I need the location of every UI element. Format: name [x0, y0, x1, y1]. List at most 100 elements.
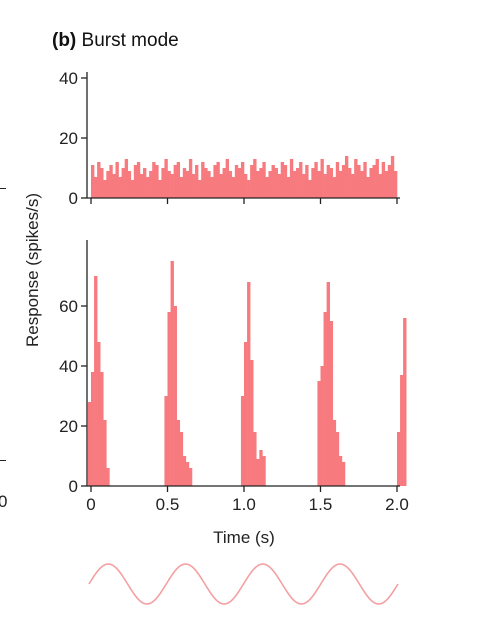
- histogram-bar: [381, 162, 386, 198]
- histogram-bar: [91, 165, 95, 198]
- histogram-bar: [351, 174, 355, 198]
- histogram-bar: [348, 168, 352, 198]
- x-axis-label: Time (s): [213, 528, 275, 547]
- histogram-bar: [100, 372, 104, 486]
- histogram-bar: [375, 159, 379, 198]
- histogram-bar: [259, 450, 263, 486]
- histogram-bar: [372, 165, 376, 198]
- histogram-bar: [244, 174, 248, 198]
- histogram-bar: [204, 168, 208, 198]
- histogram-bar: [176, 162, 181, 198]
- histogram-bar: [106, 171, 110, 198]
- histogram-bar: [201, 162, 205, 198]
- histogram-bar: [103, 420, 107, 486]
- histogram-bar: [250, 360, 254, 486]
- histogram-bar: [167, 171, 171, 198]
- histogram-bar: [397, 432, 401, 486]
- histogram-bar: [311, 168, 315, 198]
- histogram-bar: [393, 171, 398, 198]
- histogram-bar: [185, 171, 190, 198]
- histogram-bar: [173, 165, 177, 198]
- edge-tick-mark: [0, 188, 6, 189]
- histogram-bar: [338, 456, 343, 486]
- y-tick-label: 0: [69, 477, 78, 496]
- bottom-histogram-chart: 0 20 40 60 0 0.5 1.0 1.5 2.0: [59, 240, 409, 514]
- histogram-bar: [247, 282, 251, 486]
- histogram-bar: [354, 159, 358, 198]
- histogram-bar: [326, 282, 330, 486]
- histogram-bar: [164, 396, 168, 486]
- histogram-bar: [167, 312, 171, 486]
- histogram-bar: [341, 462, 346, 486]
- y-tick-label: 40: [59, 357, 78, 376]
- histogram-bar: [320, 366, 324, 486]
- histogram-bar: [286, 177, 291, 198]
- y-tick-label: 40: [59, 69, 78, 88]
- histogram-bar: [320, 159, 324, 198]
- histogram-bar: [146, 177, 150, 198]
- histogram-bar: [341, 165, 346, 198]
- y-tick-label: 60: [59, 297, 78, 316]
- histogram-bar: [115, 162, 119, 198]
- histogram-bar: [210, 177, 214, 198]
- histogram-bar: [179, 177, 184, 198]
- histogram-bar: [335, 162, 340, 198]
- histogram-bar: [302, 174, 306, 198]
- stimulus-waveform: [88, 563, 399, 605]
- histogram-bar: [94, 276, 98, 486]
- histogram-bar: [299, 162, 303, 198]
- histogram-bar: [378, 174, 382, 198]
- x-tick-label: 0: [86, 495, 95, 514]
- histogram-bar: [130, 180, 135, 198]
- stimulus-sine-line: [88, 563, 399, 605]
- histogram-bar: [124, 159, 129, 198]
- histogram-bar: [262, 456, 266, 486]
- histogram-bar: [332, 177, 337, 198]
- histogram-bar: [253, 432, 257, 486]
- histogram-bar: [127, 171, 132, 198]
- histogram-bar: [280, 162, 285, 198]
- histogram-bar: [216, 162, 220, 198]
- histogram-bar: [195, 165, 199, 198]
- histogram-bar: [292, 171, 297, 198]
- histogram-bar: [191, 174, 196, 198]
- histogram-bar: [91, 372, 95, 486]
- histogram-bar: [164, 159, 168, 198]
- histogram-bar: [332, 420, 337, 486]
- histogram-bar: [277, 174, 282, 198]
- histogram-bar: [222, 168, 226, 198]
- histogram-bar: [173, 306, 177, 486]
- histogram-bar: [308, 180, 312, 198]
- histogram-bar: [87, 402, 92, 486]
- histogram-bar: [225, 159, 229, 198]
- histogram-bar: [369, 168, 373, 198]
- histogram-bar: [329, 168, 334, 198]
- histogram-bar: [112, 174, 116, 198]
- x-tick-label: 1.0: [232, 495, 256, 514]
- histogram-bar: [176, 420, 181, 486]
- x-tick-label: 1.5: [309, 495, 333, 514]
- histogram-bar: [344, 156, 349, 198]
- histogram-bar: [182, 168, 187, 198]
- histogram-bar: [97, 162, 101, 198]
- histogram-bar: [106, 468, 110, 486]
- top-histogram-chart: 0 20 40: [59, 69, 400, 208]
- y-axis-label: Response (spikes/s): [23, 193, 42, 347]
- histogram-bar: [387, 165, 392, 198]
- histogram-bar: [240, 162, 245, 198]
- histogram-bar: [338, 171, 343, 198]
- histogram-bar: [136, 162, 141, 198]
- histogram-bar: [152, 162, 156, 198]
- histogram-bar: [384, 171, 389, 198]
- histogram-bar: [296, 168, 300, 198]
- histogram-bar: [213, 165, 217, 198]
- histogram-bar: [366, 177, 370, 198]
- histogram-bar: [234, 165, 239, 198]
- edge-tick-mark: [0, 460, 6, 461]
- histogram-bar: [262, 162, 266, 198]
- y-tick-label: 0: [69, 189, 78, 208]
- histogram-bar: [219, 174, 223, 198]
- histogram-bar: [149, 171, 153, 198]
- histogram-bar: [139, 174, 144, 198]
